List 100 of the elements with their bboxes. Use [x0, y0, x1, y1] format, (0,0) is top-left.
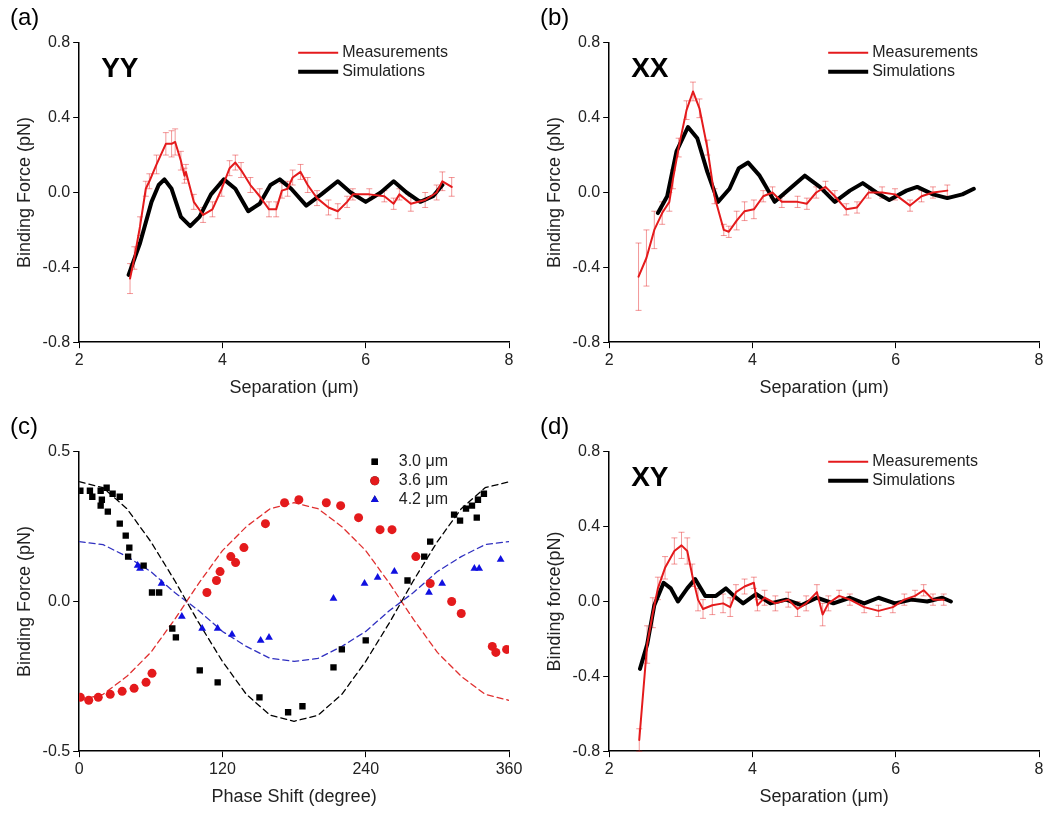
point: [265, 632, 273, 640]
y-tick-label: 0.5: [47, 442, 71, 460]
point: [496, 555, 505, 562]
point: [172, 634, 180, 641]
point: [260, 519, 270, 529]
point: [329, 594, 338, 601]
point: [321, 498, 331, 508]
y-tick-label: 0.0: [47, 591, 71, 609]
y-tick-label: 0.0: [47, 182, 71, 200]
point: [226, 552, 236, 562]
point: [196, 667, 203, 674]
point: [390, 567, 399, 574]
point: [124, 553, 132, 560]
y-tick-label: -0.5: [42, 741, 71, 759]
y-tick-label: -0.8: [572, 741, 601, 759]
legend-label: Simulations: [342, 62, 425, 80]
x-tick-label: 2: [604, 760, 614, 778]
point: [456, 608, 466, 618]
x-tick-label: 6: [891, 760, 901, 778]
point: [387, 525, 397, 535]
x-tick-label: 6: [891, 351, 901, 369]
y-tick-label: 0.8: [577, 442, 601, 460]
y-tick-label: -0.8: [42, 332, 71, 350]
point: [256, 694, 263, 701]
x-tick-label: 2: [74, 351, 84, 369]
point: [360, 579, 369, 586]
legend-label: Measurements: [872, 452, 979, 470]
x-tick-label: 8: [1034, 351, 1044, 369]
point: [373, 573, 382, 580]
point: [336, 501, 346, 511]
point: [157, 579, 166, 586]
point: [447, 597, 457, 606]
y-axis-title: Binding force(pN): [543, 531, 564, 672]
x-axis-title: Separation (μm): [759, 786, 889, 807]
point: [475, 564, 484, 571]
annotation: XX: [631, 51, 669, 83]
point: [404, 577, 411, 584]
point: [129, 683, 139, 693]
point: [117, 686, 127, 696]
point: [84, 695, 94, 705]
point: [122, 532, 129, 539]
point: [202, 588, 212, 598]
point: [126, 544, 133, 551]
annotation: XY: [631, 460, 669, 492]
chart-title: (a): [10, 3, 40, 31]
y-tick-label: 0.4: [47, 108, 71, 126]
legend-label: Simulations: [872, 471, 955, 489]
point: [93, 692, 103, 702]
point: [177, 611, 186, 619]
point: [140, 562, 147, 569]
point: [425, 588, 433, 595]
x-tick-label: 2: [604, 351, 614, 369]
point: [354, 513, 364, 523]
point: [103, 484, 110, 491]
point: [116, 520, 123, 527]
point: [375, 525, 385, 535]
y-axis-title: Binding Force (pN): [13, 116, 34, 269]
point: [198, 623, 207, 631]
point: [239, 543, 249, 553]
point: [148, 589, 156, 596]
point: [421, 553, 428, 560]
x-axis-title: Separation (μm): [229, 377, 359, 398]
chart-title: (b): [540, 3, 570, 31]
point: [473, 514, 480, 521]
y-tick-label: -0.4: [42, 257, 71, 275]
x-tick-label: 8: [1034, 760, 1044, 778]
x-tick-label: 0: [74, 760, 84, 778]
y-tick-label: 0.8: [47, 33, 71, 51]
point: [362, 637, 369, 644]
x-tick-label: 360: [495, 760, 523, 778]
legend-label: Simulations: [872, 62, 955, 80]
x-tick-label: 8: [504, 351, 514, 369]
line-series: [79, 540, 509, 663]
x-tick-label: 4: [747, 760, 757, 778]
y-tick-label: 0.4: [577, 517, 601, 535]
point: [104, 508, 112, 515]
point: [109, 490, 116, 497]
y-tick-label: -0.8: [572, 332, 601, 350]
y-axis-title: Binding Force (pN): [13, 525, 34, 678]
point: [425, 579, 435, 589]
point: [427, 538, 434, 545]
legend-label: Measurements: [872, 43, 979, 61]
x-tick-label: 120: [209, 760, 236, 778]
legend-label: Measurements: [342, 43, 449, 61]
x-tick-label: 4: [217, 351, 227, 369]
legend-label: 3.6 μm: [398, 471, 448, 489]
point: [97, 502, 104, 509]
point: [280, 498, 290, 508]
point: [450, 511, 458, 518]
y-tick-label: 0.4: [577, 108, 601, 126]
x-tick-label: 4: [747, 351, 757, 369]
legend-label: 4.2 μm: [398, 490, 448, 508]
annotation: YY: [101, 51, 139, 83]
point: [105, 689, 115, 699]
point: [299, 703, 306, 710]
y-axis-title: Binding Force (pN): [543, 116, 564, 269]
x-tick-label: 240: [352, 760, 380, 778]
point: [155, 589, 163, 596]
point: [97, 487, 104, 494]
point: [231, 558, 241, 568]
